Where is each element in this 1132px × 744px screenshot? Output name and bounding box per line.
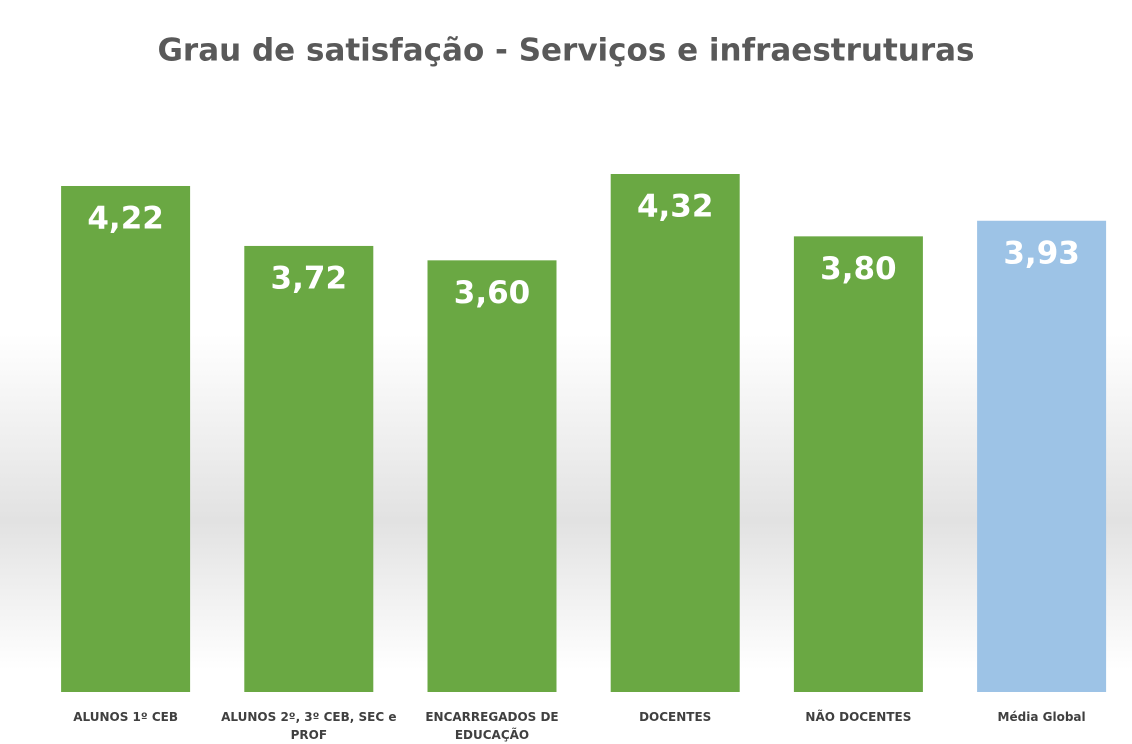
bar bbox=[793, 236, 923, 692]
bar bbox=[244, 245, 374, 692]
bar bbox=[427, 260, 557, 692]
bar bbox=[61, 185, 191, 693]
value-label: 4,32 bbox=[637, 189, 714, 225]
bar bbox=[977, 220, 1107, 692]
value-label: 3,93 bbox=[1003, 235, 1080, 271]
bar bbox=[610, 174, 740, 692]
value-label: 3,80 bbox=[820, 251, 897, 287]
x-tick-label: DOCENTES bbox=[639, 710, 712, 724]
x-tick-label: NÃO DOCENTES bbox=[805, 710, 912, 724]
value-label: 3,72 bbox=[271, 260, 348, 296]
chart-title: Grau de satisfação - Serviços e infraest… bbox=[157, 33, 974, 69]
x-tick-label: ENCARREGADOS DE EDUCAÇÃO bbox=[425, 710, 559, 742]
value-label: 3,60 bbox=[454, 275, 531, 311]
value-label: 4,22 bbox=[87, 200, 164, 236]
x-tick-label: ALUNOS 1º CEB bbox=[73, 710, 178, 724]
x-tick-label: ALUNOS 2º, 3º CEB, SEC e PROF bbox=[221, 710, 397, 742]
x-tick-label: Média Global bbox=[997, 710, 1086, 724]
